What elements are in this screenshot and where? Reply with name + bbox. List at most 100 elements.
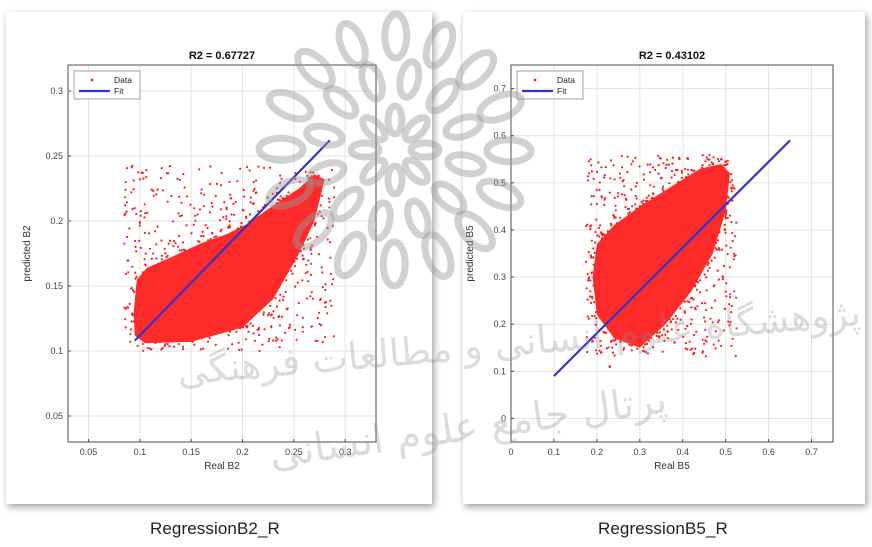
data-point xyxy=(618,172,621,175)
data-point xyxy=(713,256,716,259)
data-point xyxy=(642,173,645,176)
data-point xyxy=(296,314,299,317)
data-point xyxy=(588,295,591,298)
data-point xyxy=(248,213,252,216)
data-point xyxy=(722,329,725,332)
data-point xyxy=(706,335,709,338)
data-point xyxy=(730,344,733,347)
data-point xyxy=(590,239,593,242)
data-point xyxy=(262,311,265,314)
data-point xyxy=(635,181,638,184)
data-point xyxy=(229,226,232,229)
data-point xyxy=(141,271,144,274)
data-point xyxy=(160,167,163,170)
data-point xyxy=(657,164,660,167)
data-point xyxy=(684,347,687,350)
data-point xyxy=(666,158,669,161)
data-point xyxy=(257,326,261,330)
y-tick-label: 0.5 xyxy=(493,178,506,188)
data-point xyxy=(156,188,159,191)
data-point xyxy=(723,223,726,227)
data-point xyxy=(284,331,287,334)
data-point xyxy=(272,310,275,313)
data-point xyxy=(695,288,698,291)
data-point xyxy=(225,208,228,211)
data-point xyxy=(139,210,143,213)
data-point xyxy=(587,251,590,254)
data-point xyxy=(615,222,618,225)
data-point xyxy=(286,307,289,310)
data-point xyxy=(657,154,660,157)
data-point xyxy=(304,272,307,275)
data-point xyxy=(280,339,283,342)
data-point xyxy=(731,184,734,187)
data-point xyxy=(226,347,230,350)
data-point xyxy=(734,235,737,238)
data-point xyxy=(595,218,598,221)
data-point xyxy=(659,157,662,160)
data-point xyxy=(609,177,612,180)
data-point xyxy=(596,352,599,355)
data-point xyxy=(720,248,723,251)
data-point xyxy=(311,244,314,247)
data-point xyxy=(173,345,176,348)
data-point xyxy=(298,180,301,183)
legend-box xyxy=(516,70,584,100)
data-point xyxy=(680,176,683,179)
data-point xyxy=(300,191,304,194)
data-point xyxy=(124,326,127,329)
data-point xyxy=(145,176,148,179)
data-point xyxy=(296,281,299,284)
data-point xyxy=(313,183,316,186)
data-point xyxy=(593,251,596,255)
x-axis-label: Real B2 xyxy=(204,461,240,472)
data-point xyxy=(160,239,163,242)
data-point xyxy=(211,231,214,234)
data-point xyxy=(317,174,320,177)
data-point xyxy=(144,212,147,215)
data-point xyxy=(668,182,671,185)
data-point xyxy=(275,305,279,308)
data-point xyxy=(274,297,277,300)
data-point xyxy=(130,287,133,290)
data-point xyxy=(595,203,598,206)
data-point xyxy=(324,305,327,309)
data-point xyxy=(597,161,600,164)
data-point-cloud xyxy=(133,174,325,344)
y-tick-label: 0.15 xyxy=(45,281,63,291)
data-point xyxy=(665,163,668,166)
data-point xyxy=(131,265,134,268)
y-tick-label: 0.3 xyxy=(493,272,506,282)
data-point xyxy=(724,213,728,216)
caption-regression-b2: RegressionB2_R xyxy=(150,519,280,538)
data-point xyxy=(125,167,129,170)
data-point xyxy=(267,312,271,315)
data-point xyxy=(126,235,129,239)
data-point xyxy=(285,194,288,197)
x-tick-label: 0.3 xyxy=(339,447,352,457)
data-point xyxy=(686,157,689,160)
data-point xyxy=(329,256,332,259)
data-point xyxy=(609,222,612,225)
data-point xyxy=(661,350,664,353)
data-point xyxy=(684,342,687,345)
data-point xyxy=(677,180,680,183)
data-point xyxy=(619,176,622,179)
data-point xyxy=(244,338,247,341)
data-point xyxy=(594,310,598,314)
data-point xyxy=(650,196,653,200)
data-point xyxy=(202,205,205,208)
data-point xyxy=(726,159,729,162)
data-point xyxy=(293,260,296,263)
data-point xyxy=(130,166,133,169)
data-point xyxy=(661,334,664,337)
data-point xyxy=(705,156,708,159)
data-point xyxy=(694,308,697,311)
data-point xyxy=(272,339,275,342)
y-tick-label: 0.2 xyxy=(50,216,63,226)
data-point xyxy=(189,203,192,206)
data-point xyxy=(193,207,196,210)
data-point xyxy=(125,201,128,204)
data-point xyxy=(130,191,133,194)
data-point xyxy=(644,343,647,346)
